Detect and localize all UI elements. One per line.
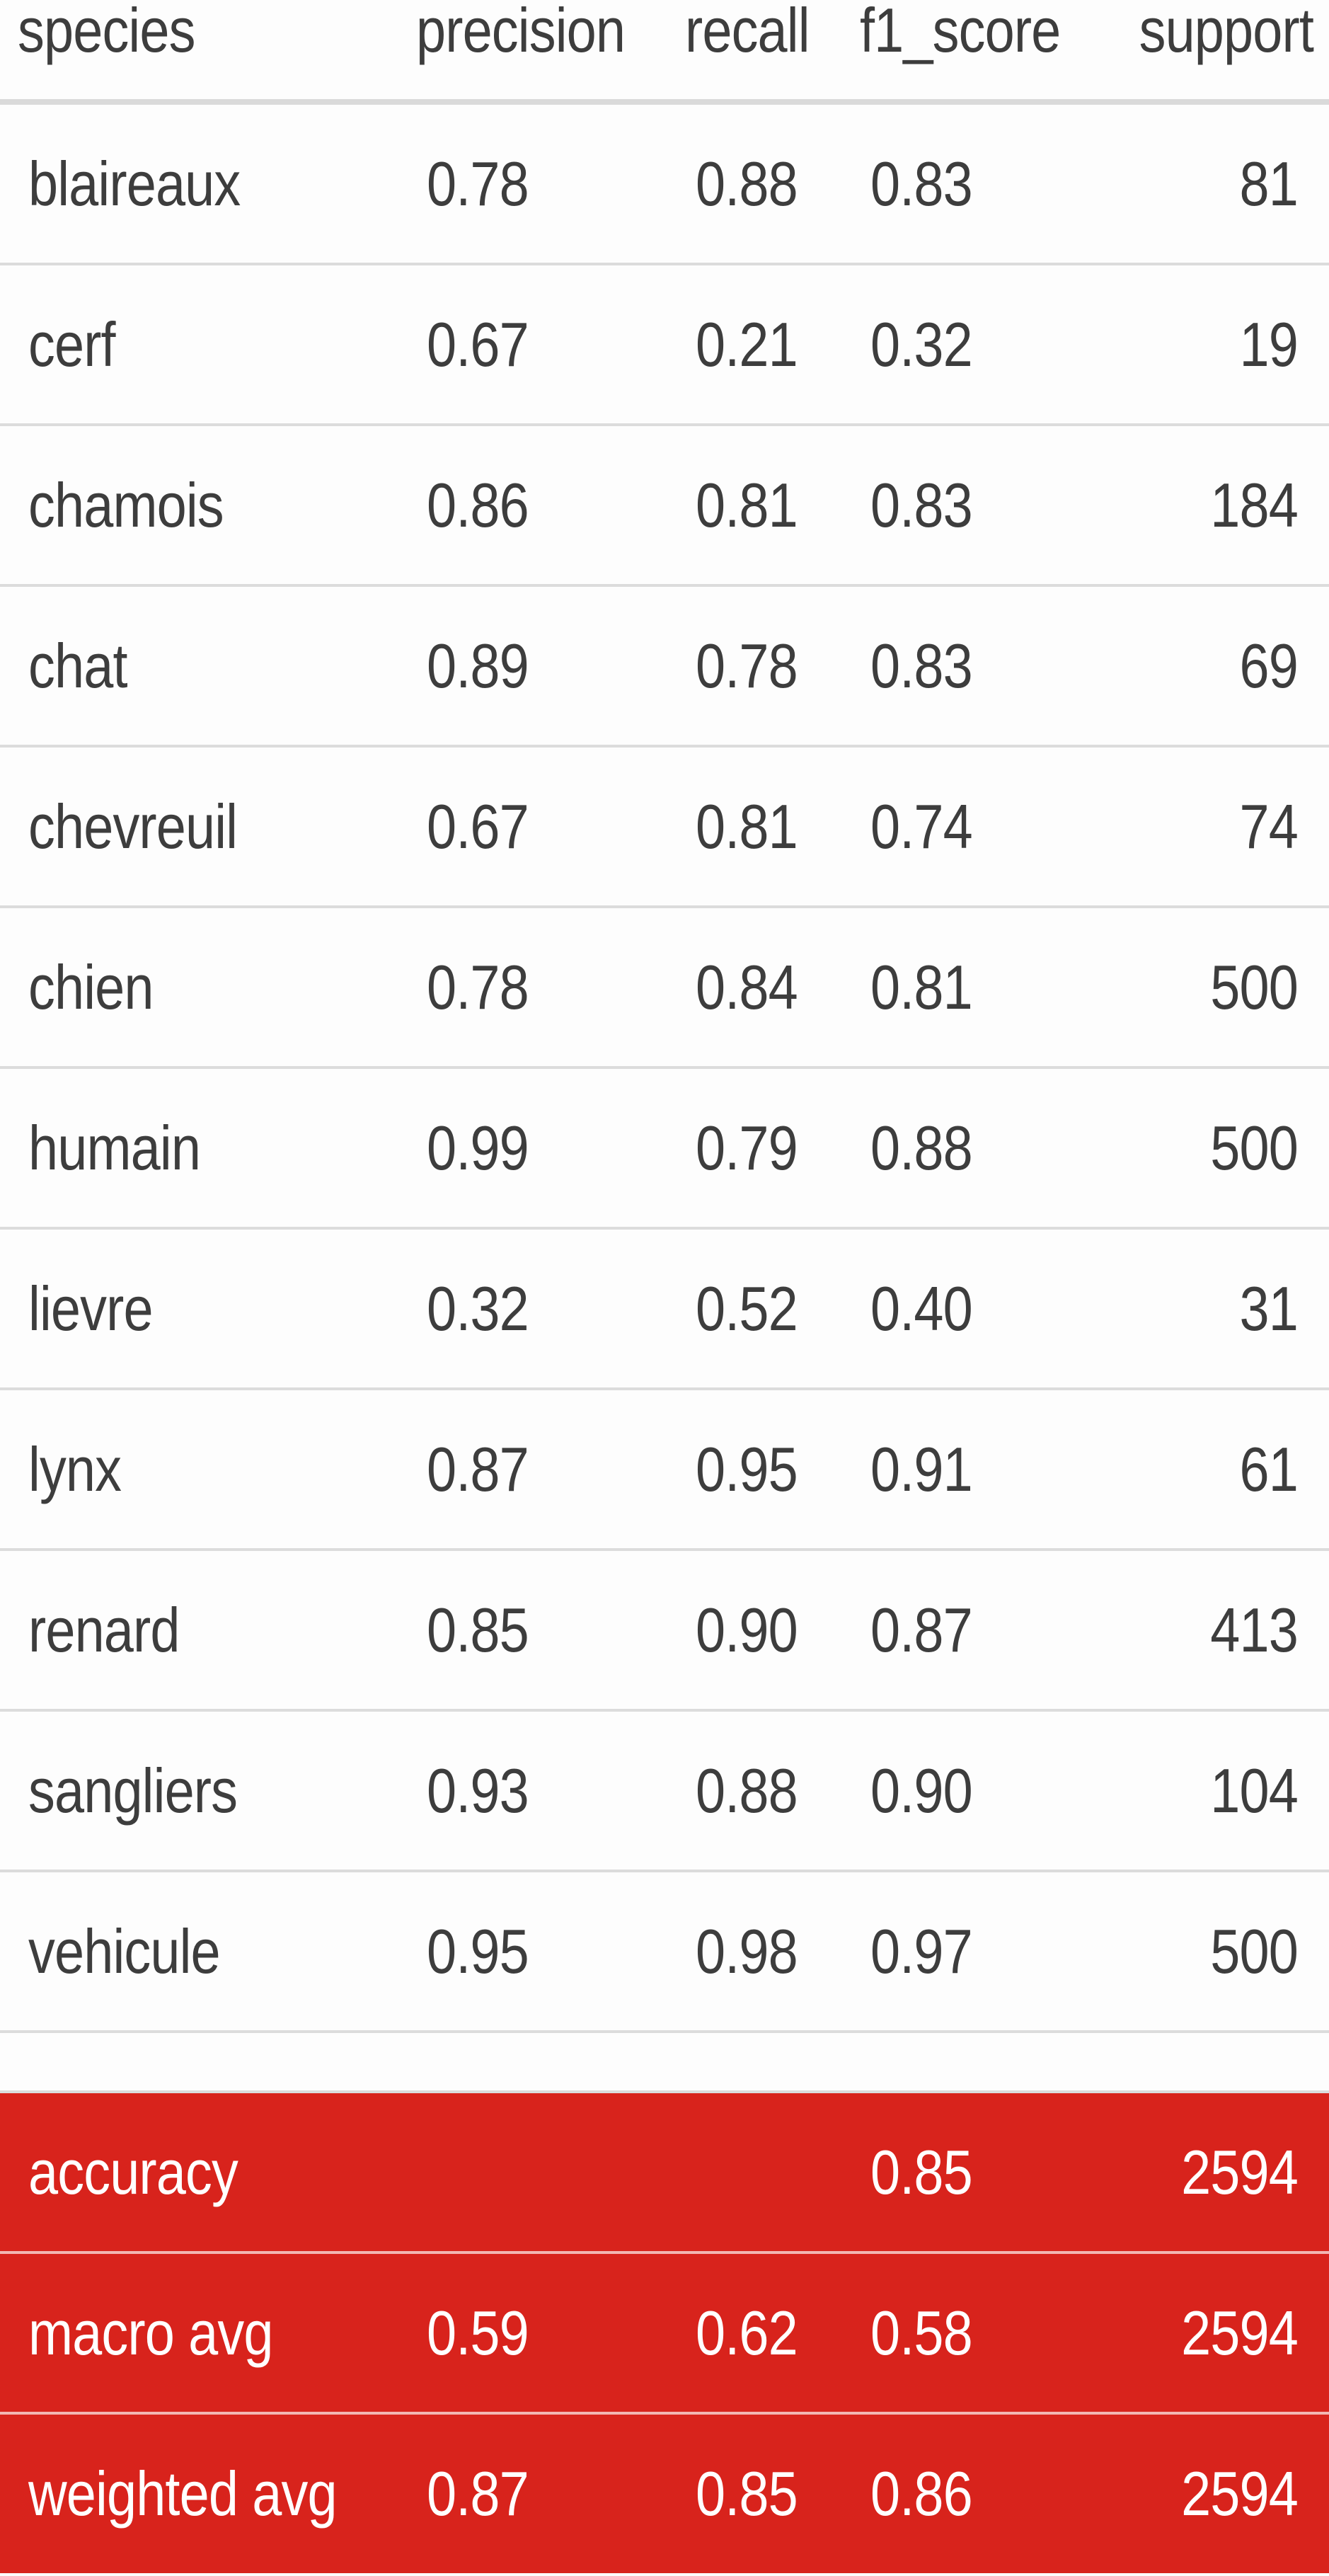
cell-support: 104 <box>1210 1755 1299 1826</box>
cell-species: cerf <box>28 309 116 379</box>
cell-support: 2594 <box>1181 2136 1299 2207</box>
cell-recall: 0.62 <box>696 2297 798 2368</box>
cell-precision: 0.86 <box>427 469 529 540</box>
cell-f1-score: 0.32 <box>870 309 973 379</box>
cell-precision: 0.95 <box>427 1916 529 1986</box>
cell-recall: 0.88 <box>696 1755 798 1826</box>
table-row: chat 0.89 0.78 0.83 69 <box>0 587 1329 748</box>
column-header-precision: precision <box>416 0 626 65</box>
cell-f1-score: 0.81 <box>870 951 973 1022</box>
cell-species: chamois <box>28 469 224 540</box>
cell-precision: 0.32 <box>427 1273 529 1344</box>
cell-precision: 0.99 <box>427 1112 529 1183</box>
cell-support: 184 <box>1210 469 1299 540</box>
cell-support: 500 <box>1210 1112 1299 1183</box>
table-row: humain 0.99 0.79 0.88 500 <box>0 1069 1329 1230</box>
cell-f1-score: 0.74 <box>870 791 973 861</box>
cell-support: 500 <box>1210 951 1299 1022</box>
table-separator <box>0 2033 1329 2093</box>
cell-f1-score: 0.90 <box>870 1755 973 1826</box>
cell-precision: 0.87 <box>427 1433 529 1504</box>
cell-recall: 0.95 <box>696 1433 798 1504</box>
cell-recall: 0.52 <box>696 1273 798 1344</box>
cell-f1-score: 0.86 <box>870 2458 973 2529</box>
cell-support: 74 <box>1239 791 1299 861</box>
summary-row: macro avg 0.59 0.62 0.58 2594 <box>0 2254 1329 2415</box>
cell-support: 69 <box>1239 630 1299 701</box>
cell-f1-score: 0.85 <box>870 2136 973 2207</box>
cell-species: humain <box>28 1112 201 1183</box>
table-row: chamois 0.86 0.81 0.83 184 <box>0 426 1329 587</box>
cell-recall: 0.88 <box>696 148 798 219</box>
cell-species: blaireaux <box>28 148 241 219</box>
cell-precision: 0.89 <box>427 630 529 701</box>
cell-precision: 0.87 <box>427 2458 529 2529</box>
cell-species: chien <box>28 951 154 1022</box>
table-body: blaireaux 0.78 0.88 0.83 81 cerf 0.67 0.21 0.32 1… <box>0 105 1329 2033</box>
cell-f1-score: 0.83 <box>870 469 973 540</box>
table-row: chevreuil 0.67 0.81 0.74 74 <box>0 748 1329 908</box>
column-header-species: species <box>18 0 195 65</box>
cell-f1-score: 0.87 <box>870 1594 973 1665</box>
column-header-recall: recall <box>685 0 810 65</box>
column-header-f1-score: f1_score <box>860 0 1061 65</box>
summary-row: weighted avg 0.87 0.85 0.86 2594 <box>0 2415 1329 2573</box>
cell-species: lievre <box>28 1273 154 1344</box>
cell-precision: 0.59 <box>427 2297 529 2368</box>
cell-support: 81 <box>1239 148 1299 219</box>
cell-support: 31 <box>1239 1273 1299 1344</box>
cell-support: 2594 <box>1181 2297 1299 2368</box>
cell-precision: 0.78 <box>427 148 529 219</box>
table-header: species precision recall f1_score suppor… <box>0 0 1329 105</box>
cell-f1-score: 0.83 <box>870 148 973 219</box>
table-row: sangliers 0.93 0.88 0.90 104 <box>0 1712 1329 1872</box>
cell-precision: 0.93 <box>427 1755 529 1826</box>
table-summary: accuracy 0.85 2594 macro avg 0.59 0.62 0.58 259… <box>0 2093 1329 2573</box>
cell-species: sangliers <box>28 1755 238 1826</box>
cell-recall: 0.81 <box>696 791 798 861</box>
cell-support: 2594 <box>1181 2458 1299 2529</box>
cell-precision: 0.67 <box>427 309 529 379</box>
summary-row: accuracy 0.85 2594 <box>0 2093 1329 2254</box>
cell-f1-score: 0.40 <box>870 1273 973 1344</box>
cell-recall: 0.78 <box>696 630 798 701</box>
cell-species: accuracy <box>28 2136 238 2207</box>
table-row: chien 0.78 0.84 0.81 500 <box>0 908 1329 1069</box>
cell-support: 19 <box>1239 309 1299 379</box>
cell-f1-score: 0.91 <box>870 1433 973 1504</box>
cell-recall: 0.81 <box>696 469 798 540</box>
table-row: lievre 0.32 0.52 0.40 31 <box>0 1230 1329 1390</box>
cell-precision: 0.78 <box>427 951 529 1022</box>
cell-support: 413 <box>1210 1594 1299 1665</box>
cell-recall: 0.79 <box>696 1112 798 1183</box>
table-row: blaireaux 0.78 0.88 0.83 81 <box>0 105 1329 265</box>
cell-support: 61 <box>1239 1433 1299 1504</box>
cell-precision: 0.85 <box>427 1594 529 1665</box>
cell-species: chevreuil <box>28 791 238 861</box>
cell-f1-score: 0.88 <box>870 1112 973 1183</box>
cell-species: lynx <box>28 1433 122 1504</box>
cell-recall: 0.84 <box>696 951 798 1022</box>
cell-species: vehicule <box>28 1916 221 1986</box>
cell-f1-score: 0.58 <box>870 2297 973 2368</box>
cell-f1-score: 0.83 <box>870 630 973 701</box>
table-row: vehicule 0.95 0.98 0.97 500 <box>0 1872 1329 2033</box>
cell-f1-score: 0.97 <box>870 1916 973 1986</box>
cell-recall: 0.85 <box>696 2458 798 2529</box>
cell-support: 500 <box>1210 1916 1299 1986</box>
table-row: cerf 0.67 0.21 0.32 19 <box>0 265 1329 426</box>
table-row: lynx 0.87 0.95 0.91 61 <box>0 1390 1329 1551</box>
cell-species: renard <box>28 1594 180 1665</box>
cell-species: chat <box>28 630 127 701</box>
cell-species: macro avg <box>28 2297 273 2368</box>
cell-recall: 0.21 <box>696 309 798 379</box>
cell-precision: 0.67 <box>427 791 529 861</box>
column-header-support: support <box>1139 0 1314 65</box>
table-row: renard 0.85 0.90 0.87 413 <box>0 1551 1329 1712</box>
cell-recall: 0.90 <box>696 1594 798 1665</box>
cell-species: weighted avg <box>28 2458 338 2529</box>
cell-recall: 0.98 <box>696 1916 798 1986</box>
